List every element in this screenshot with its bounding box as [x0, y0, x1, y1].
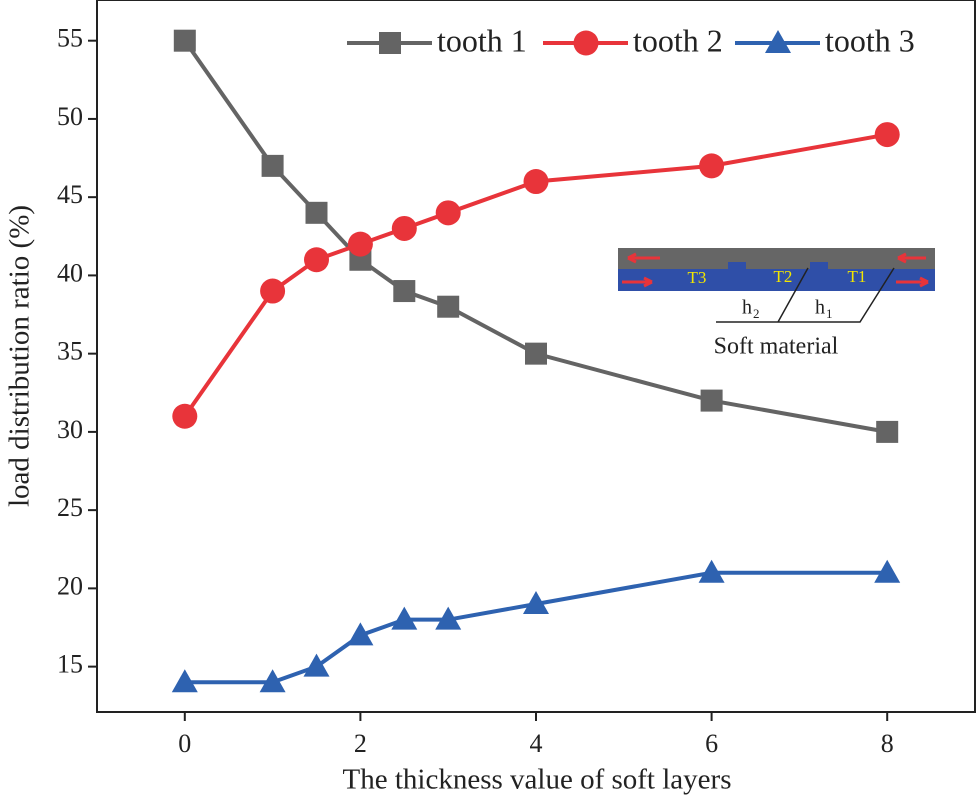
marker — [391, 606, 418, 630]
x-tick-label: 8 — [881, 729, 894, 758]
inset-dimension-subscript: 1 — [826, 306, 833, 321]
inset-diagram: T3 T2 T1 h 2 h 1 Soft material — [618, 248, 935, 360]
inset-upper — [618, 248, 935, 269]
inset-tooth — [728, 262, 746, 269]
marker — [435, 200, 461, 226]
y-axis-label: load distribution ratio (%) — [4, 205, 36, 507]
inset-label: T3 — [688, 268, 707, 287]
y-tick-label: 15 — [57, 650, 83, 679]
marker — [259, 669, 286, 693]
legend-label: tooth 3 — [825, 22, 915, 58]
marker — [172, 403, 198, 429]
y-tick-label: 55 — [57, 24, 83, 53]
inset-arrow — [627, 252, 660, 264]
marker — [437, 295, 460, 318]
series-line — [184, 570, 888, 685]
inset-arrow — [896, 276, 929, 288]
series-line — [183, 39, 888, 434]
inset-dimension: h — [742, 297, 752, 319]
marker — [525, 342, 547, 365]
marker — [260, 278, 286, 304]
inset-leader — [716, 267, 895, 323]
legend-label: tooth 1 — [437, 22, 527, 58]
marker — [523, 169, 549, 195]
legend-marker — [573, 30, 599, 56]
marker — [393, 280, 416, 303]
inset-dimension: h — [815, 297, 825, 319]
legend-marker — [379, 32, 401, 54]
inset-label: T2 — [774, 267, 793, 286]
y-tick-label: 35 — [57, 337, 83, 366]
inset-dimension-subscript: 2 — [753, 306, 760, 321]
legend-label: tooth 2 — [633, 22, 723, 58]
x-tick-label: 2 — [354, 729, 367, 758]
marker — [391, 215, 417, 241]
marker — [303, 653, 330, 677]
marker — [874, 122, 900, 148]
marker — [699, 153, 725, 179]
x-axis-label: The thickness value of soft layers — [343, 764, 732, 796]
y-tick-label: 50 — [57, 102, 83, 131]
marker — [347, 231, 373, 257]
marker — [700, 389, 723, 412]
y-tick-label: 20 — [57, 571, 83, 600]
y-tick-label: 30 — [57, 415, 83, 444]
marker — [874, 559, 901, 583]
y-tick-label: 25 — [57, 493, 83, 522]
marker — [305, 201, 328, 224]
inset-tooth — [810, 262, 828, 269]
marker — [261, 154, 284, 177]
marker — [171, 669, 198, 693]
y-tick-label: 40 — [57, 258, 83, 287]
x-tick-label: 0 — [178, 729, 191, 758]
marker — [876, 420, 899, 443]
x-tick-label: 4 — [530, 729, 543, 758]
x-tick-label: 6 — [705, 729, 718, 758]
marker — [435, 606, 462, 630]
y-tick-label: 45 — [57, 180, 83, 209]
inset-lower — [618, 269, 935, 291]
marker — [173, 29, 196, 52]
legend-marker — [765, 30, 791, 53]
marker — [347, 622, 374, 646]
inset-label: T1 — [848, 267, 867, 286]
inset-arrow — [897, 252, 926, 264]
marker — [698, 559, 725, 583]
inset-material: Soft material — [714, 334, 839, 360]
marker — [523, 591, 549, 615]
marker — [304, 247, 329, 273]
inset-arrow — [622, 276, 653, 288]
